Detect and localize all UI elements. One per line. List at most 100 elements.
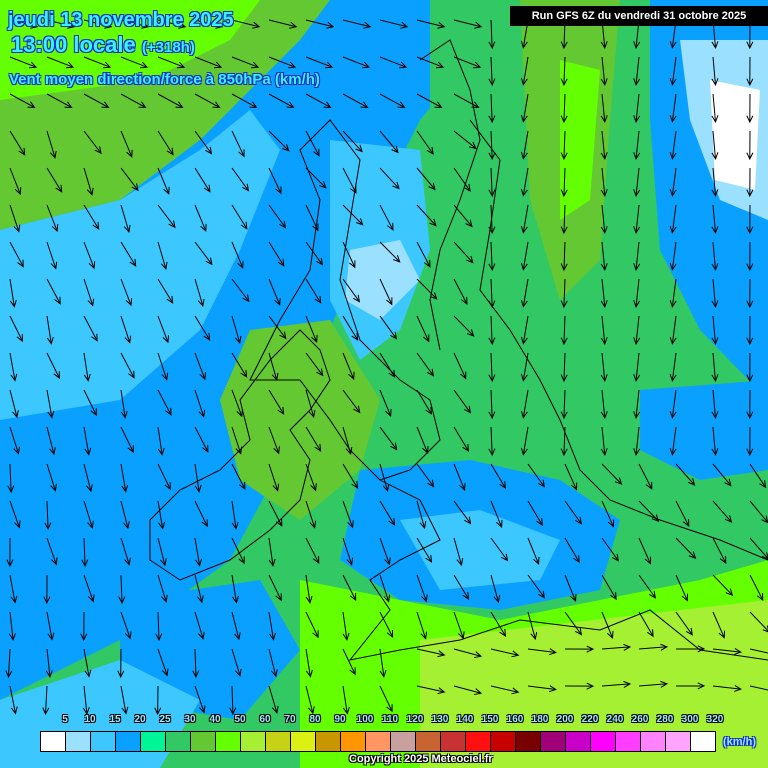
wind-arrow xyxy=(305,463,317,492)
legend-swatch xyxy=(466,732,491,751)
wind-arrow xyxy=(6,537,14,568)
legend-swatch xyxy=(191,732,216,751)
wind-arrow xyxy=(46,56,75,69)
wind-arrow xyxy=(746,56,754,87)
wind-arrow xyxy=(120,463,129,493)
wind-arrow xyxy=(379,130,399,154)
wind-arrow xyxy=(712,574,734,597)
legend-label: 70 xyxy=(284,714,296,725)
wind-arrow xyxy=(520,167,529,197)
wind-arrow xyxy=(564,500,582,525)
wind-arrow xyxy=(416,426,429,454)
wind-arrow xyxy=(46,463,57,492)
wind-arrow xyxy=(157,315,170,344)
wind-arrow xyxy=(453,463,466,491)
wind-arrow xyxy=(560,93,568,124)
wind-arrow xyxy=(453,241,474,264)
wind-arrow xyxy=(231,278,250,303)
wind-arrow xyxy=(453,611,465,640)
wind-arrow xyxy=(46,167,63,193)
wind-arrow xyxy=(118,574,126,605)
wind-arrow xyxy=(453,389,472,414)
wind-arrow xyxy=(157,204,176,229)
wind-arrow xyxy=(600,204,608,235)
wind-arrow xyxy=(305,426,322,452)
wind-arrow xyxy=(564,611,583,636)
legend-swatch xyxy=(316,732,341,751)
wind-arrow xyxy=(305,537,320,564)
wind-arrow xyxy=(9,574,18,604)
wind-arrow xyxy=(488,352,496,383)
wind-arrow xyxy=(490,537,509,562)
wind-arrow xyxy=(638,574,656,599)
wind-arrow xyxy=(564,645,595,653)
wind-arrow xyxy=(488,19,496,50)
wind-arrow xyxy=(416,389,433,415)
wind-arrow xyxy=(305,56,334,69)
wind-arrow xyxy=(601,574,617,601)
legend-label: 30 xyxy=(184,714,196,725)
wind-arrow xyxy=(9,241,24,268)
wind-arrow xyxy=(453,204,473,228)
wind-arrow xyxy=(746,426,754,457)
wind-arrow xyxy=(46,389,55,419)
wind-arrow xyxy=(488,426,496,457)
legend-swatch xyxy=(441,732,466,751)
wind-arrow xyxy=(669,389,677,419)
wind-arrow xyxy=(8,611,16,641)
wind-arrow xyxy=(675,500,690,527)
wind-arrow xyxy=(379,93,406,109)
wind-arrow xyxy=(194,611,205,640)
wind-arrow xyxy=(157,389,172,416)
wind-arrow xyxy=(157,500,166,530)
wind-arrow xyxy=(342,574,357,601)
wind-arrow xyxy=(83,500,94,529)
wind-arrow xyxy=(120,204,131,233)
wind-arrow xyxy=(46,315,54,345)
wind-arrow xyxy=(712,647,742,655)
legend-label: 60 xyxy=(259,714,271,725)
wind-arrow xyxy=(9,278,17,308)
wind-arrow xyxy=(46,611,55,641)
wind-arrow xyxy=(305,167,327,189)
wind-arrow xyxy=(711,93,719,124)
lead-time: (+318h) xyxy=(141,39,195,56)
wind-arrow xyxy=(342,500,354,529)
wind-arrow xyxy=(231,426,243,455)
wind-arrow xyxy=(416,19,446,29)
wind-arrow xyxy=(229,685,237,716)
wind-arrow xyxy=(231,463,246,490)
wind-arrow xyxy=(46,241,58,270)
wind-arrow xyxy=(120,241,137,267)
wind-arrow xyxy=(42,685,50,716)
wind-arrow xyxy=(601,500,615,528)
wind-arrow xyxy=(711,204,719,235)
legend-swatch xyxy=(166,732,191,751)
wind-arrow xyxy=(520,315,529,345)
wind-arrow xyxy=(601,463,623,485)
wind-arrow xyxy=(46,204,59,233)
wind-arrow xyxy=(157,93,184,109)
wind-arrow xyxy=(120,19,150,29)
wind-arrow xyxy=(453,278,468,305)
wind-arrow xyxy=(520,278,529,308)
wind-arrow xyxy=(9,204,21,233)
legend-label: 280 xyxy=(656,714,674,725)
wind-arrow xyxy=(9,500,21,529)
wind-arrow xyxy=(157,537,167,567)
legend-swatch xyxy=(66,732,91,751)
wind-arrow xyxy=(268,611,276,641)
wind-arrow xyxy=(231,500,239,530)
wind-arrow xyxy=(488,315,496,346)
wind-arrow xyxy=(669,130,677,160)
wind-arrow xyxy=(342,685,350,715)
wind-arrow xyxy=(711,389,719,420)
legend-swatch xyxy=(566,732,591,751)
wind-arrow xyxy=(268,56,297,69)
wind-arrow xyxy=(633,241,641,271)
wind-arrow xyxy=(520,426,529,456)
wind-arrow xyxy=(268,426,280,455)
wind-arrow xyxy=(9,389,19,419)
wind-arrow xyxy=(120,352,135,379)
legend-label: 160 xyxy=(506,714,524,725)
